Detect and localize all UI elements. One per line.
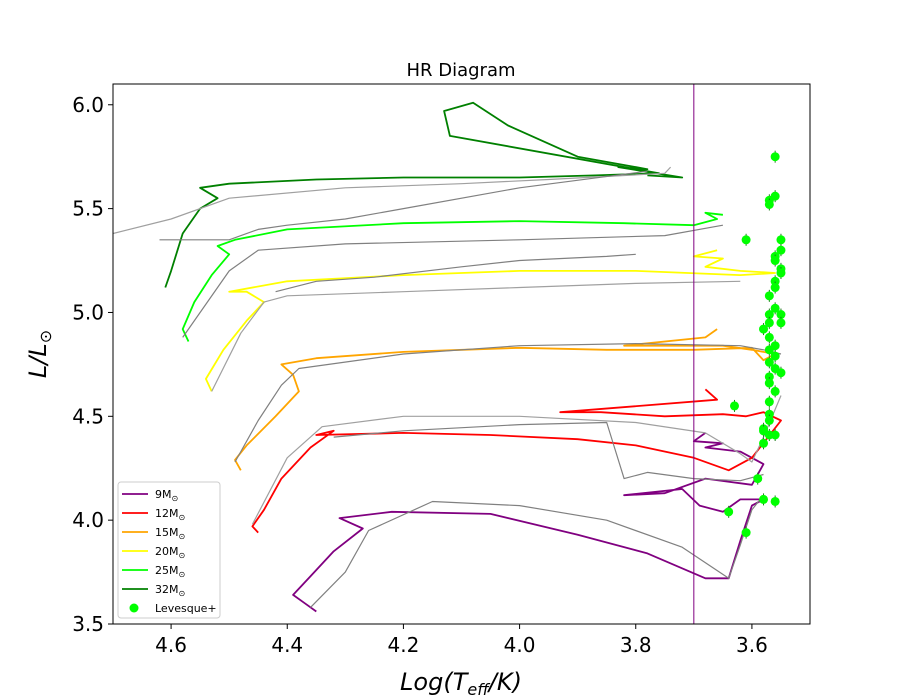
scatter-point (759, 438, 769, 448)
scatter-point (770, 386, 780, 396)
scatter-point (764, 318, 774, 328)
scatter-point (770, 303, 780, 313)
scatter-point (770, 152, 780, 162)
x-axis-label: Log(Teff/K) (400, 668, 522, 699)
legend-box (117, 481, 221, 619)
scatter-point (764, 310, 774, 320)
x-tick-label: 4.2 (388, 633, 420, 657)
scatter-point (741, 235, 751, 245)
scatter-point (759, 494, 769, 504)
chart-title: HR Diagram (406, 60, 515, 81)
x-tick-label: 3.6 (736, 633, 768, 657)
scatter-point (764, 199, 774, 209)
y-tick-label: 6.0 (72, 93, 104, 117)
series-line-32m (164, 101, 684, 288)
legend-label: 32M⊙ (155, 583, 185, 598)
scatter-point (764, 397, 774, 407)
y-tick-label: 5.0 (72, 300, 104, 324)
series-line-12m (251, 388, 782, 534)
scatter-point (776, 268, 786, 278)
legend-label: 20M⊙ (155, 545, 185, 560)
legend: 9M⊙12M⊙15M⊙20M⊙25M⊙32M⊙Levesque+ (117, 481, 221, 619)
series-line-20m (204, 249, 776, 392)
axis-ticks: 4.6 4.4 4.2 4.0 3.8 3.6 3.5 4.0 4.5 5.0 5.5 6.0 (72, 93, 768, 657)
series-line-grey-12m-b (333, 421, 764, 482)
y-tick-label: 3.5 (72, 612, 104, 636)
scatter-point (770, 256, 780, 266)
y-axis-label: L/L⊙ (24, 330, 55, 378)
scatter-point (776, 235, 786, 245)
scatter-point (776, 310, 786, 320)
scatter-point (759, 324, 769, 334)
scatter-point (764, 372, 774, 382)
scatter-point (764, 409, 774, 419)
scatter-point (776, 245, 786, 255)
series-line-grey-20m-b (275, 253, 636, 293)
scatter-point (724, 507, 734, 517)
x-tick-label: 4.0 (504, 633, 536, 657)
series-line-grey-32m-b (159, 170, 648, 241)
legend-label: 25M⊙ (155, 564, 185, 579)
scatter-point (770, 283, 780, 293)
series-line-9m (292, 432, 765, 613)
y-tick-label: 4.0 (72, 508, 104, 532)
series-line-grey-32m (113, 166, 672, 235)
scatter-point (776, 318, 786, 328)
series-line-grey-9m (310, 494, 764, 608)
scatter-point (764, 415, 774, 425)
scatter-point (770, 496, 780, 506)
scatter-point (776, 368, 786, 378)
scatter-point (764, 332, 774, 342)
scatter-point (770, 430, 780, 440)
y-tick-label: 4.5 (72, 404, 104, 428)
series-line-25m (181, 211, 724, 342)
scatter-point (764, 378, 774, 388)
series-line-15m (234, 328, 776, 471)
series-line-grey-15m (234, 343, 782, 463)
legend-label: 15M⊙ (155, 526, 185, 541)
scatter-point (770, 276, 780, 286)
scatter-point (741, 528, 751, 538)
x-tick-label: 4.6 (155, 633, 187, 657)
x-tick-label: 3.8 (620, 633, 652, 657)
series-line-grey-20m (211, 280, 741, 392)
scatter-point (764, 345, 774, 355)
series-line-grey-12m (251, 395, 782, 525)
legend-swatch (129, 603, 139, 613)
scatter-point (729, 401, 739, 411)
plot-frame (112, 83, 811, 625)
scatter-point (764, 291, 774, 301)
scatter-point (764, 357, 774, 367)
scatter-point (770, 351, 780, 361)
legend-label: Levesque+ (155, 602, 217, 615)
legend-label: 12M⊙ (155, 507, 185, 522)
y-tick-label: 5.5 (72, 197, 104, 221)
scatter-point (753, 474, 763, 484)
x-tick-label: 4.4 (271, 633, 303, 657)
plot-area (113, 84, 786, 624)
series-line-grey-25m (182, 224, 724, 338)
